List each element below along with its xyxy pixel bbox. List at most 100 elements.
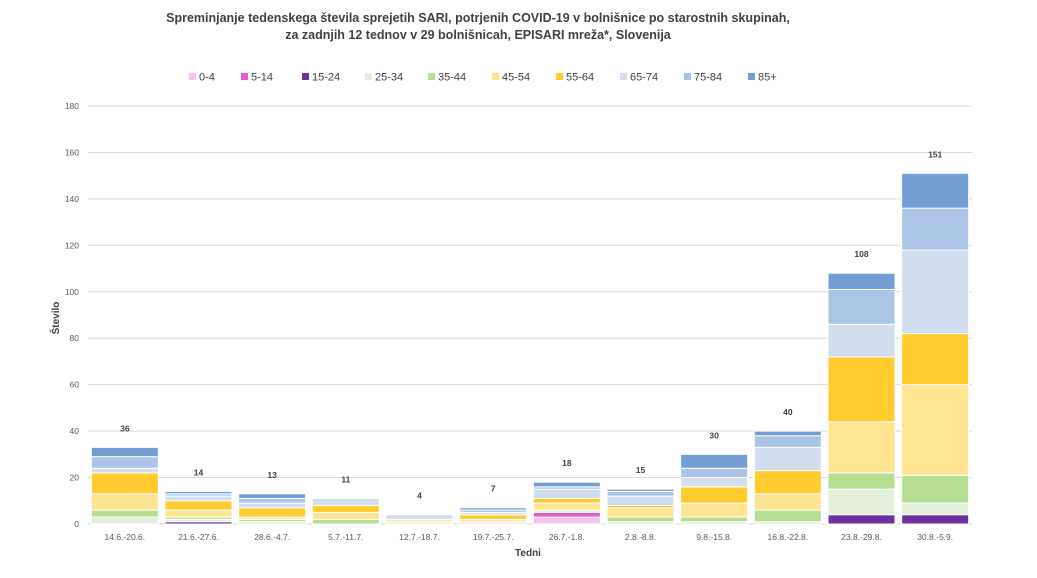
legend-label: 65-74: [630, 72, 658, 84]
legend-label: 85+: [758, 72, 777, 84]
x-axis-label: Tedni: [515, 548, 541, 559]
bar-segment-55-64: [311, 504, 380, 513]
y-axis-ticks: 0 20 40 60 80 100 120 140 160 180: [65, 101, 79, 529]
y-tick-label: 40: [70, 426, 80, 436]
bar-total-label: 14: [194, 467, 204, 477]
x-tick-label: 26.7.-1.8.: [549, 532, 585, 542]
y-tick-label: 20: [70, 473, 80, 483]
bar-segment-45-54: [606, 507, 675, 518]
bar-segment-75-84: [606, 490, 675, 497]
x-tick-label: 19.7.-25.7.: [473, 532, 514, 542]
bar-total-label: 151: [928, 149, 942, 159]
bar-segment-45-54: [90, 493, 159, 511]
legend-label: 35-44: [438, 72, 466, 84]
legend-label: 55-64: [566, 72, 594, 84]
bar-segment-75-84: [827, 288, 896, 325]
bar-segment-35-44: [680, 516, 749, 523]
y-axis-label: Število: [49, 302, 62, 335]
bar-segment-15-24: [827, 514, 896, 525]
bar-segment-35-44: [901, 474, 970, 504]
bar-segment-45-54: [753, 493, 822, 511]
bar-segment-55-64: [827, 356, 896, 423]
bar-segment-55-64: [90, 472, 159, 495]
bar-segment-35-44: [827, 472, 896, 490]
bar-segment-65-74: [311, 497, 380, 506]
bar-total-label: 15: [636, 465, 646, 475]
bar-segment-5-14: [532, 511, 601, 518]
legend-swatch: [748, 73, 755, 80]
bar-segment-45-54: [827, 421, 896, 474]
legend-label: 0-4: [199, 72, 215, 84]
legend-swatch: [556, 73, 563, 80]
bar-segment-65-74: [606, 495, 675, 506]
legend-label: 25-34: [375, 72, 403, 84]
y-tick-label: 0: [74, 519, 79, 529]
bar-total-label: 36: [120, 423, 130, 433]
bar-total-label: 40: [783, 407, 793, 417]
y-tick-label: 120: [65, 240, 79, 250]
x-tick-label: 12.7.-18.7.: [399, 532, 440, 542]
bar-segment-45-54: [680, 502, 749, 518]
bar-segment-45-54: [901, 384, 970, 476]
bar-segment-65-74: [90, 467, 159, 474]
legend-swatch: [428, 73, 435, 80]
bar-segment-65-74: [238, 502, 307, 509]
y-tick-label: 140: [65, 194, 79, 204]
x-tick-label: 2.8.-8.8.: [625, 532, 656, 542]
y-tick-label: 160: [65, 147, 79, 157]
bar-segment-75-84: [753, 435, 822, 448]
bar-segment-65-74: [385, 514, 454, 520]
legend-label: 75-84: [694, 72, 722, 84]
bar-segment-75-84: [901, 207, 970, 251]
bar-segment-65-74: [753, 446, 822, 472]
chart-title-line: za zadnjih 12 tednov v 29 bolnišnicah, E…: [285, 28, 672, 42]
bars: [90, 172, 970, 525]
bar-segment-65-74: [680, 477, 749, 488]
y-tick-label: 180: [65, 101, 79, 111]
x-tick-label: 14.6.-20.6.: [105, 532, 146, 542]
bar-segment-55-64: [532, 497, 601, 504]
legend-swatch: [302, 73, 309, 80]
bar-segment-25-34: [90, 516, 159, 525]
bar-segment-75-84: [238, 497, 307, 504]
bar-segment-55-64: [459, 514, 528, 520]
gridlines: [88, 105, 972, 525]
bar-total-label: 13: [267, 470, 277, 480]
bar-segment-85+: [606, 488, 675, 492]
bar-segment-85+: [827, 272, 896, 290]
y-tick-label: 80: [70, 333, 80, 343]
bar-total-label: 7: [491, 484, 496, 494]
bar-segment-35-44: [753, 509, 822, 523]
legend-swatch: [620, 73, 627, 80]
bar-segment-35-44: [606, 516, 675, 523]
bar-segment-15-24: [901, 514, 970, 525]
bar-total-label: 30: [709, 430, 719, 440]
bar-segment-85+: [753, 430, 822, 437]
legend-swatch: [684, 73, 691, 80]
bar-segment-85+: [459, 507, 528, 511]
bar-segment-65-74: [827, 323, 896, 358]
legend-swatch: [189, 73, 196, 80]
legend-swatch: [365, 73, 372, 80]
y-tick-label: 60: [70, 380, 80, 390]
x-axis-ticks: 14.6.-20.6. 21.6.-27.6. 28.6.-4.7. 5.7.-11.…: [105, 532, 954, 542]
bar-total-label: 108: [854, 249, 868, 259]
bar-segment-75-84: [680, 467, 749, 479]
bar-segment-0-4: [532, 516, 601, 525]
bar-total-label: 11: [341, 474, 350, 484]
bar-segment-85+: [238, 493, 307, 499]
bar-segment-65-74: [164, 495, 233, 502]
bar-segment-85+: [680, 453, 749, 469]
bar-segment-75-84: [90, 456, 159, 469]
legend: 0-4 5-14 15-24 25-34 35-44 45-54 55-64 65-74 75-…: [189, 72, 777, 84]
bar-segment-65-74: [532, 488, 601, 499]
x-tick-label: 28.6.-4.7.: [254, 532, 290, 542]
x-tick-label: 21.6.-27.6.: [178, 532, 219, 542]
bar-segment-35-44: [311, 518, 380, 525]
bar-segment-55-64: [238, 507, 307, 518]
bar-segment-45-54: [532, 502, 601, 511]
bar-segment-25-34: [827, 488, 896, 516]
x-tick-label: 9.8.-15.8.: [696, 532, 732, 542]
bar-segment-85+: [164, 490, 233, 495]
x-tick-label: 16.8.-22.8.: [768, 532, 809, 542]
